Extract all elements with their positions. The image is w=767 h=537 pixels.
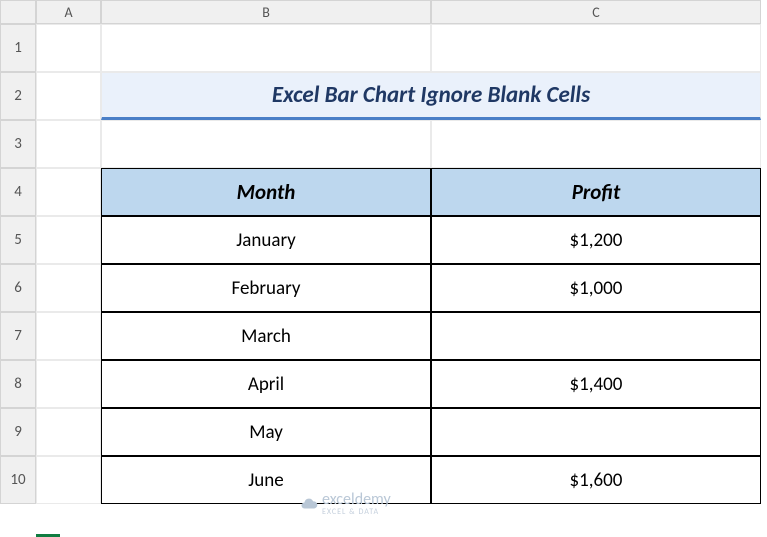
table-header-profit[interactable]: Profit — [431, 168, 761, 216]
select-all-corner[interactable] — [0, 0, 36, 24]
cell-c3[interactable] — [431, 120, 761, 168]
cell-a6[interactable] — [36, 264, 101, 312]
table-cell-profit-4[interactable] — [431, 408, 761, 456]
table-cell-profit-1[interactable]: $1,000 — [431, 264, 761, 312]
table-cell-profit-3[interactable]: $1,400 — [431, 360, 761, 408]
row-header-9[interactable]: 9 — [0, 408, 36, 456]
cell-c1[interactable] — [431, 24, 761, 72]
table-cell-profit-0[interactable]: $1,200 — [431, 216, 761, 264]
cell-a9[interactable] — [36, 408, 101, 456]
table-cell-profit-5[interactable]: $1,600 — [431, 456, 761, 504]
cell-a2[interactable] — [36, 72, 101, 120]
cell-a3[interactable] — [36, 120, 101, 168]
table-cell-month-5[interactable]: June — [101, 456, 431, 504]
col-header-a[interactable]: A — [36, 0, 101, 24]
row-header-3[interactable]: 3 — [0, 120, 36, 168]
title-cell[interactable]: Excel Bar Chart Ignore Blank Cells — [101, 72, 761, 120]
row-header-7[interactable]: 7 — [0, 312, 36, 360]
row-header-5[interactable]: 5 — [0, 216, 36, 264]
row-header-10[interactable]: 10 — [0, 456, 36, 504]
cell-a5[interactable] — [36, 216, 101, 264]
table-cell-profit-2[interactable] — [431, 312, 761, 360]
table-cell-month-2[interactable]: March — [101, 312, 431, 360]
table-header-month[interactable]: Month — [101, 168, 431, 216]
col-header-c[interactable]: C — [431, 0, 761, 24]
col-header-b[interactable]: B — [101, 0, 431, 24]
cell-b1[interactable] — [101, 24, 431, 72]
cell-a8[interactable] — [36, 360, 101, 408]
row-header-8[interactable]: 8 — [0, 360, 36, 408]
row-header-6[interactable]: 6 — [0, 264, 36, 312]
cell-a7[interactable] — [36, 312, 101, 360]
table-cell-month-3[interactable]: April — [101, 360, 431, 408]
cell-a4[interactable] — [36, 168, 101, 216]
table-cell-month-4[interactable]: May — [101, 408, 431, 456]
watermark-sub: EXCEL & DATA — [322, 507, 391, 517]
cell-a1[interactable] — [36, 24, 101, 72]
table-cell-month-0[interactable]: January — [101, 216, 431, 264]
row-header-4[interactable]: 4 — [0, 168, 36, 216]
spreadsheet-grid: A B C 1 2 Excel Bar Chart Ignore Blank C… — [0, 0, 767, 504]
table-cell-month-1[interactable]: February — [101, 264, 431, 312]
row-header-2[interactable]: 2 — [0, 72, 36, 120]
row-header-1[interactable]: 1 — [0, 24, 36, 72]
cell-b3[interactable] — [101, 120, 431, 168]
cell-a10[interactable] — [36, 456, 101, 504]
